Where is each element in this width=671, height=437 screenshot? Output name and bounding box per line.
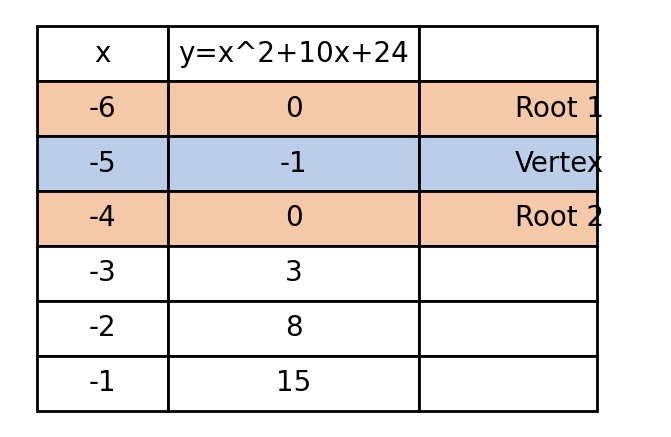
- Text: 15: 15: [276, 369, 311, 397]
- Text: Vertex: Vertex: [515, 149, 604, 177]
- Text: -2: -2: [89, 314, 116, 342]
- Text: Root 2: Root 2: [515, 205, 604, 232]
- FancyBboxPatch shape: [37, 81, 168, 136]
- Text: -1: -1: [280, 149, 307, 177]
- FancyBboxPatch shape: [168, 191, 419, 246]
- FancyBboxPatch shape: [419, 81, 597, 136]
- FancyBboxPatch shape: [168, 301, 419, 356]
- FancyBboxPatch shape: [419, 191, 597, 246]
- Text: 8: 8: [285, 314, 303, 342]
- FancyBboxPatch shape: [168, 356, 419, 411]
- Text: Root 1: Root 1: [515, 95, 604, 123]
- FancyBboxPatch shape: [37, 246, 168, 301]
- FancyBboxPatch shape: [168, 81, 419, 136]
- FancyBboxPatch shape: [419, 246, 597, 301]
- FancyBboxPatch shape: [37, 356, 168, 411]
- FancyBboxPatch shape: [419, 136, 597, 191]
- Text: -5: -5: [89, 149, 116, 177]
- FancyBboxPatch shape: [37, 301, 168, 356]
- FancyBboxPatch shape: [37, 136, 168, 191]
- Text: 3: 3: [285, 260, 303, 288]
- Text: -4: -4: [89, 205, 116, 232]
- FancyBboxPatch shape: [419, 301, 597, 356]
- Text: -6: -6: [89, 95, 116, 123]
- Text: 0: 0: [285, 205, 303, 232]
- FancyBboxPatch shape: [37, 26, 168, 81]
- FancyBboxPatch shape: [168, 136, 419, 191]
- FancyBboxPatch shape: [168, 26, 419, 81]
- FancyBboxPatch shape: [168, 246, 419, 301]
- FancyBboxPatch shape: [37, 191, 168, 246]
- FancyBboxPatch shape: [419, 356, 597, 411]
- Text: 0: 0: [285, 95, 303, 123]
- Text: -3: -3: [89, 260, 116, 288]
- Text: -1: -1: [89, 369, 116, 397]
- Text: x: x: [94, 40, 111, 68]
- FancyBboxPatch shape: [419, 26, 597, 81]
- Text: y=x^2+10x+24: y=x^2+10x+24: [178, 40, 409, 68]
